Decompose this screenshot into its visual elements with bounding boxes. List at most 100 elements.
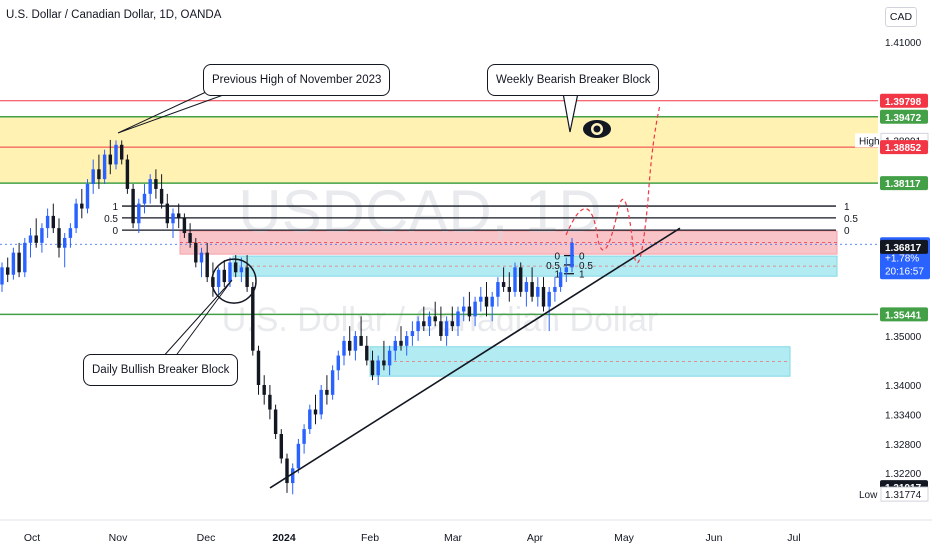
candle-body xyxy=(547,291,551,307)
fib-level-label: 1 xyxy=(112,202,118,213)
annotation-weekly-breaker: Weekly Bearish Breaker Block xyxy=(487,64,660,96)
candle-body xyxy=(353,335,358,351)
candle-body xyxy=(330,370,335,395)
price-axis-tick: 1.35000 xyxy=(885,332,922,343)
candle-body xyxy=(34,235,38,243)
candle-body xyxy=(11,252,16,275)
candle-body xyxy=(422,321,426,327)
fib-level-label: 0 xyxy=(844,226,850,237)
candle-body xyxy=(285,458,289,484)
candle-body xyxy=(68,228,73,238)
svg-text:1.38852: 1.38852 xyxy=(885,143,922,154)
time-axis-tick: Dec xyxy=(197,532,216,544)
price-tag: 1.35441 xyxy=(880,307,928,322)
fib-level-label: 0 xyxy=(112,226,118,237)
candle-body xyxy=(91,169,95,185)
candle-body xyxy=(211,277,215,287)
candle-body xyxy=(325,389,329,395)
price-axis-tick: 1.32800 xyxy=(885,440,922,451)
candle-body xyxy=(108,154,113,165)
candle-body xyxy=(268,394,272,410)
candle-body xyxy=(239,267,244,273)
fib-small-label: 1 xyxy=(554,270,560,281)
price-tag: 1.38117 xyxy=(880,176,928,191)
candle-body xyxy=(137,203,141,224)
fib-small-label: 0.5 xyxy=(546,261,560,272)
candle-body xyxy=(62,237,67,248)
candle-body xyxy=(404,335,409,346)
time-axis-tick: May xyxy=(614,532,635,544)
callout-pointer xyxy=(151,279,233,370)
candle-body xyxy=(558,272,563,287)
candle-body xyxy=(553,286,557,292)
candle-body xyxy=(199,252,204,263)
eye-icon xyxy=(583,120,611,138)
price-axis-tick: 1.33400 xyxy=(885,410,922,421)
candle-body xyxy=(148,179,152,194)
svg-text:Low: Low xyxy=(859,490,878,501)
candle-body xyxy=(427,316,432,327)
low-label: Low 1.31774 xyxy=(855,486,929,502)
svg-text:1.35441: 1.35441 xyxy=(885,310,922,321)
currency-button[interactable]: CAD xyxy=(885,7,917,27)
candle-body xyxy=(228,262,232,283)
candle-body xyxy=(336,355,341,371)
candle-body xyxy=(256,350,261,385)
candle-body xyxy=(188,233,192,243)
candle-body xyxy=(570,242,574,268)
candle-body xyxy=(131,188,135,224)
candle-body xyxy=(564,267,569,273)
trendline xyxy=(269,227,681,489)
candle-body xyxy=(142,193,147,204)
price-axis-tick: 1.34000 xyxy=(885,381,922,392)
svg-text:High: High xyxy=(859,136,880,147)
candle-body xyxy=(102,154,107,180)
candle-body xyxy=(490,296,494,307)
price-tag: 1.39798 xyxy=(880,93,928,108)
candle-body xyxy=(467,306,472,317)
fib-small-label: 0.5 xyxy=(579,261,593,272)
callout-pointer xyxy=(117,91,227,134)
candle-body xyxy=(399,340,403,346)
candle-body xyxy=(376,360,380,376)
time-axis-tick: Feb xyxy=(361,532,379,544)
candle-body xyxy=(233,262,238,273)
svg-text:1.39472: 1.39472 xyxy=(885,113,922,124)
candle-body xyxy=(302,429,306,444)
candle-body xyxy=(359,335,363,346)
candle-body xyxy=(313,409,318,415)
candle-body xyxy=(518,267,523,292)
symbol-title: U.S. Dollar / Canadian Dollar, 1D, OANDA xyxy=(6,9,222,21)
candle-body xyxy=(74,203,78,229)
time-axis-tick: Nov xyxy=(109,532,128,544)
price-tag: 1.38852 xyxy=(880,140,928,155)
candle-body xyxy=(541,286,546,307)
candle-body xyxy=(205,252,209,278)
candle-body xyxy=(290,468,295,484)
candle-body xyxy=(496,282,500,297)
projection-path xyxy=(565,104,661,264)
candle-body xyxy=(393,340,398,351)
candle-body xyxy=(85,184,90,209)
time-axis-tick: Apr xyxy=(527,532,544,544)
price-tag: 1.39472 xyxy=(880,109,928,124)
highlight-circle xyxy=(211,258,257,304)
candle-body xyxy=(165,203,170,224)
candle-body xyxy=(308,409,312,430)
fib-small-label: 0 xyxy=(579,252,585,263)
candle-body xyxy=(461,306,466,312)
candle-body xyxy=(524,282,529,292)
candle-body xyxy=(40,228,44,243)
candle-body xyxy=(450,321,455,327)
fib-small-label: 1 xyxy=(579,270,585,281)
candle-body xyxy=(51,215,56,229)
time-axis-tick: Mar xyxy=(444,532,463,544)
candle-body xyxy=(5,267,10,275)
svg-text:+1.78%: +1.78% xyxy=(885,253,919,264)
candle-body xyxy=(245,267,249,287)
candle-body xyxy=(439,321,443,336)
candle-body xyxy=(536,286,540,297)
candle-body xyxy=(513,267,517,292)
candle-body xyxy=(119,144,124,160)
